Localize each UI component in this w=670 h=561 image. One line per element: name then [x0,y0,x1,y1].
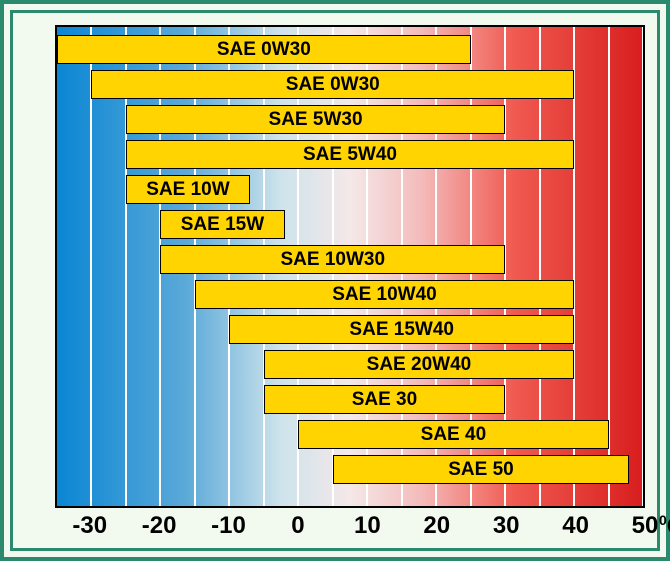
bar-label: SAE 0W30 [286,74,380,96]
x-tick-label: 0 [291,512,304,540]
x-tick-label: -10 [211,512,246,540]
x-tick-label: 50 [632,512,659,540]
range-bar: SAE 5W30 [126,105,505,134]
x-axis: -30-20-10010203040500C [55,510,645,546]
bar-label: SAE 50 [448,459,513,481]
bar-label: SAE 0W30 [217,39,311,61]
range-bar: SAE 10W40 [195,280,574,309]
range-bar: SAE 20W40 [264,350,574,379]
bar-label: SAE 10W40 [332,284,437,306]
x-tick-label: -20 [142,512,177,540]
bar-label: SAE 10W [146,179,229,201]
gridline [642,27,644,506]
range-bar: SAE 15W [160,210,284,239]
bar-label: SAE 10W30 [280,249,385,271]
range-bar: SAE 30 [264,385,505,414]
range-bar: SAE 0W30 [91,70,574,99]
x-tick-label: 30 [493,512,520,540]
range-bar: SAE 15W40 [229,315,574,344]
x-tick-label: -30 [72,512,107,540]
x-tick-label: 20 [423,512,450,540]
x-axis-unit: 0C [659,512,670,541]
range-bar: SAE 10W30 [160,245,505,274]
range-bar: SAE 50 [333,455,629,484]
bar-label: SAE 40 [421,424,486,446]
bar-label: SAE 30 [352,389,417,411]
chart-area: SAE 0W30 SAE 0W30 SAE 5W30 SAE 5W40 SAE 10W S… [55,25,645,508]
bar-label: SAE 15W [181,214,264,236]
x-tick-label: 10 [354,512,381,540]
inner-frame: SAE 0W30 SAE 0W30 SAE 5W30 SAE 5W40 SAE 10W S… [10,10,660,551]
range-bar: SAE 10W [126,175,250,204]
range-bar: SAE 40 [298,420,608,449]
range-bar: SAE 0W30 [57,35,471,64]
bar-label: SAE 5W30 [269,109,363,131]
range-bar: SAE 5W40 [126,140,574,169]
bar-label: SAE 20W40 [367,354,472,376]
x-tick-label: 40 [562,512,589,540]
bar-label: SAE 5W40 [303,144,397,166]
bar-label: SAE 15W40 [349,319,454,341]
outer-frame: SAE 0W30 SAE 0W30 SAE 5W30 SAE 5W40 SAE 10W S… [0,0,670,561]
